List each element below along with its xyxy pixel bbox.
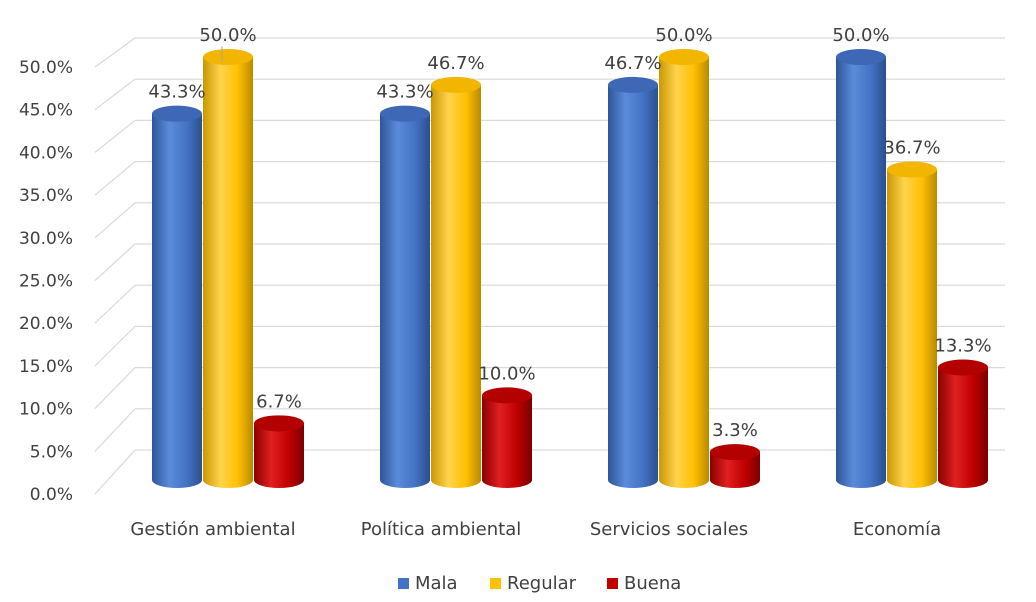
- gridline-diagonal: [94, 449, 136, 495]
- y-tick-label: 10.0%: [19, 400, 73, 420]
- category-label: Economía: [853, 519, 941, 540]
- gridline-diagonal: [94, 161, 136, 196]
- y-tick-label: 20.0%: [19, 314, 73, 334]
- bar-mala: [608, 76, 658, 488]
- y-tick-label: 5.0%: [30, 442, 73, 462]
- bar-regular: [203, 49, 253, 488]
- bar-top: [836, 49, 886, 65]
- category-label: Política ambiental: [361, 519, 522, 540]
- data-label: 13.3%: [934, 335, 991, 356]
- data-labels: 43.3% 50.0% 6.7% 43.3% 46.7% 10.0% 46.7% 50.0% 3…: [148, 25, 991, 441]
- bar-top: [482, 387, 532, 404]
- y-tick-label: 50.0%: [19, 58, 73, 78]
- data-label: 3.3%: [712, 420, 758, 441]
- bar-buena: [254, 415, 304, 488]
- data-label: 43.3%: [376, 82, 433, 103]
- bar-top: [938, 359, 988, 376]
- bar-body: [380, 113, 430, 488]
- gridline-diagonal: [94, 119, 136, 153]
- category-label: Servicios sociales: [590, 519, 748, 540]
- legend-label-buena: Buena: [624, 573, 681, 594]
- data-label: 36.7%: [883, 138, 940, 159]
- bar-body: [710, 452, 760, 488]
- bar-regular: [659, 49, 709, 488]
- data-label: 10.0%: [478, 363, 535, 384]
- y-tick-label: 30.0%: [19, 229, 73, 249]
- data-label: 43.3%: [148, 82, 205, 103]
- bar-mala: [380, 105, 430, 488]
- data-label: 50.0%: [832, 25, 889, 46]
- bar-top: [710, 444, 760, 461]
- bar-buena: [482, 387, 532, 488]
- gridline-diagonal: [94, 284, 136, 324]
- gridline-diagonal: [94, 408, 136, 452]
- y-tick-label: 15.0%: [19, 357, 73, 377]
- bar-body: [608, 84, 658, 488]
- bar-top: [254, 415, 304, 432]
- bar-buena: [710, 444, 760, 488]
- y-tick-label: 35.0%: [19, 186, 73, 206]
- gridline-diagonal: [94, 37, 136, 68]
- gridline-diagonal: [94, 325, 136, 367]
- bar-body: [482, 395, 532, 488]
- bar-top: [380, 105, 430, 122]
- bar-top: [152, 105, 202, 122]
- y-tick-label: 25.0%: [19, 272, 73, 292]
- bar-body: [836, 57, 886, 488]
- bar-regular: [887, 161, 937, 488]
- bar-body: [203, 57, 253, 488]
- gridline-diagonal: [94, 78, 136, 111]
- bar-top: [608, 76, 658, 93]
- y-tick-label: 0.0%: [30, 485, 73, 505]
- data-label: 46.7%: [604, 53, 661, 74]
- y-tick-label: 45.0%: [19, 101, 73, 121]
- gridline-diagonal: [94, 367, 136, 410]
- bar-mala: [836, 49, 886, 488]
- data-label: 46.7%: [427, 53, 484, 74]
- data-label: 50.0%: [655, 25, 712, 46]
- gridline-diagonal: [94, 202, 136, 239]
- legend-swatch-mala: [398, 578, 409, 589]
- bar-body: [152, 113, 202, 488]
- y-axis-tick-labels: 0.0% 5.0% 10.0% 15.0% 20.0% 25.0% 30.0% 35.0% 40…: [19, 58, 73, 505]
- bar-body: [887, 169, 937, 488]
- data-label: 50.0%: [199, 25, 256, 46]
- bar-top: [431, 76, 481, 93]
- legend: Mala Regular Buena: [398, 573, 681, 594]
- legend-swatch-buena: [607, 578, 618, 589]
- bars: [152, 49, 988, 488]
- bar-body: [431, 84, 481, 488]
- legend-label-regular: Regular: [507, 573, 577, 594]
- bar-buena: [938, 359, 988, 488]
- bar-body: [254, 423, 304, 488]
- bar-body: [938, 367, 988, 488]
- legend-label-mala: Mala: [415, 573, 458, 594]
- data-label: 6.7%: [256, 391, 302, 412]
- gridline-diagonal: [94, 243, 136, 281]
- bar-top: [203, 49, 253, 65]
- bar-mala: [152, 105, 202, 488]
- legend-swatch-regular: [490, 578, 501, 589]
- bar-top: [887, 161, 937, 178]
- bar-body: [659, 57, 709, 488]
- y-tick-label: 40.0%: [19, 143, 73, 163]
- bar-top: [659, 49, 709, 65]
- category-label: Gestión ambiental: [130, 519, 295, 540]
- x-axis-category-labels: Gestión ambiental Política ambiental Servi…: [130, 519, 941, 540]
- bar-regular: [431, 76, 481, 488]
